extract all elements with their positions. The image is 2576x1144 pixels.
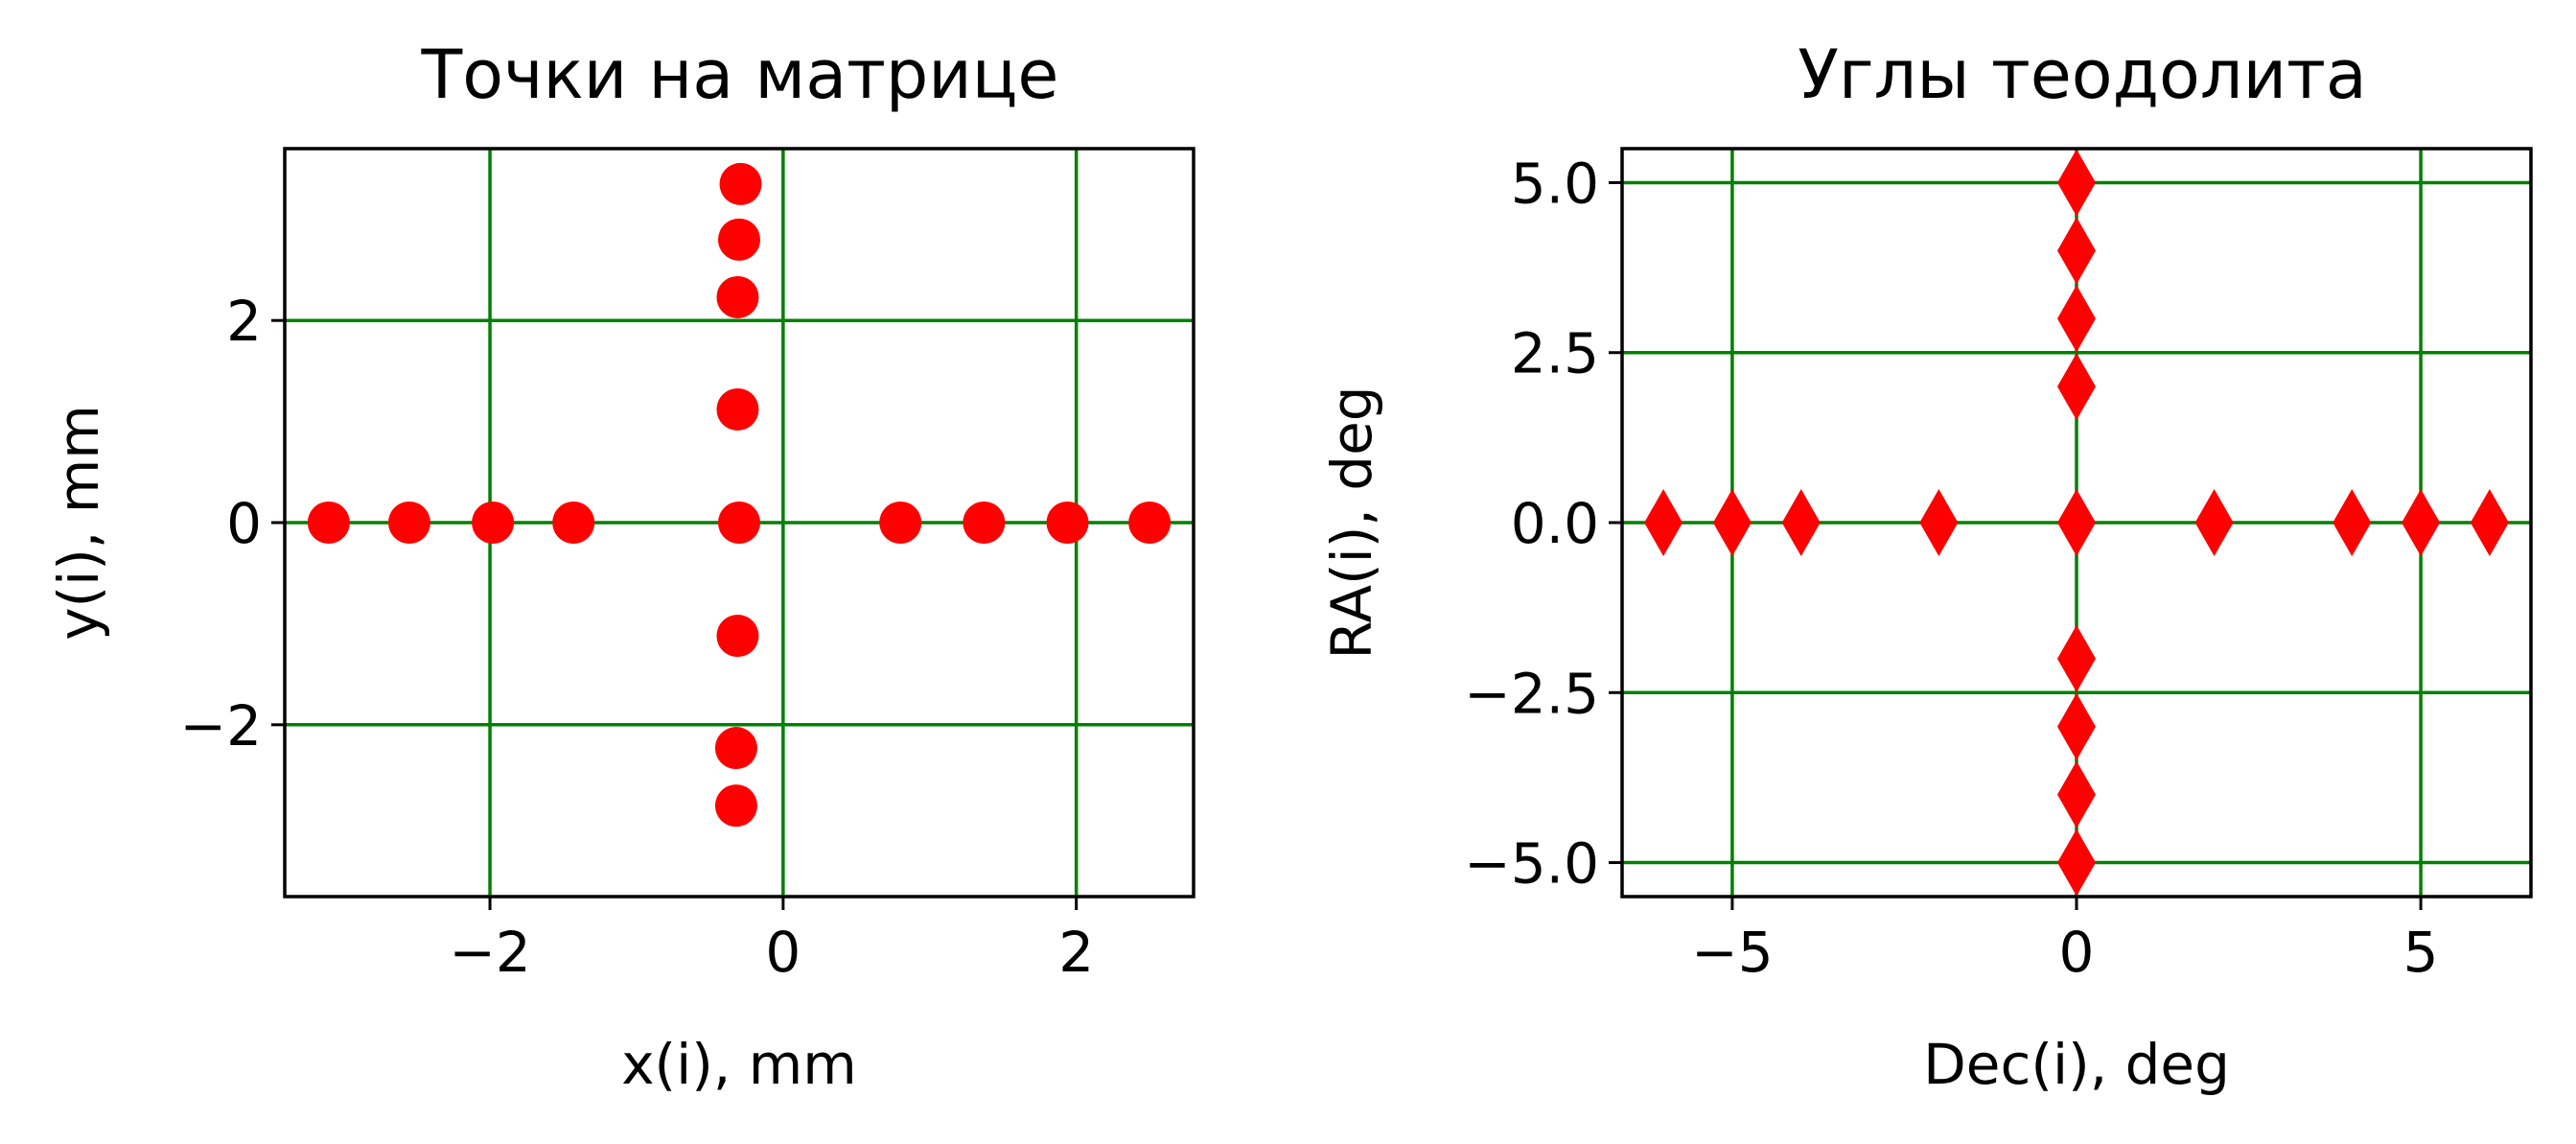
data-points bbox=[307, 162, 1172, 828]
data-point bbox=[714, 784, 757, 828]
data-point bbox=[879, 502, 922, 544]
y-tick-label: 0 bbox=[226, 491, 262, 556]
chart-theodolite-angles: Углы теодолита −5 0 5 −5.0 −2.5 0.0 2.5 5.0 Dec… bbox=[1319, 35, 2533, 1097]
data-point bbox=[2402, 489, 2441, 556]
y-axis-label: RA(i), deg bbox=[1319, 385, 1384, 659]
x-axis-label: Dec(i), deg bbox=[1923, 1032, 2230, 1097]
data-point bbox=[1046, 502, 1089, 544]
data-point bbox=[1712, 489, 1752, 556]
y-tick-label: 2.5 bbox=[1511, 321, 1599, 386]
data-point bbox=[718, 218, 760, 261]
data-point bbox=[1919, 489, 1959, 556]
axis-ticks: −2 0 2 −2 0 2 bbox=[180, 289, 1095, 985]
data-point bbox=[716, 387, 759, 431]
data-point bbox=[2332, 489, 2372, 556]
data-point bbox=[387, 502, 430, 544]
data-point bbox=[472, 502, 515, 544]
data-point bbox=[1644, 489, 1683, 556]
data-point bbox=[2057, 829, 2096, 897]
axis-ticks: −5 0 5 −5.0 −2.5 0.0 2.5 5.0 bbox=[1464, 151, 2438, 985]
data-point bbox=[716, 275, 759, 318]
data-point bbox=[552, 502, 595, 544]
data-point bbox=[1781, 489, 1821, 556]
data-point bbox=[2057, 760, 2096, 829]
data-point bbox=[2470, 489, 2509, 556]
data-point bbox=[2057, 489, 2096, 556]
y-tick-label: −5.0 bbox=[1464, 831, 1599, 897]
y-tick-label: −2.5 bbox=[1464, 661, 1599, 726]
data-point bbox=[307, 502, 350, 544]
data-point bbox=[2194, 489, 2234, 556]
data-point bbox=[718, 502, 760, 544]
data-point bbox=[716, 615, 759, 658]
y-tick-label: 2 bbox=[226, 289, 262, 354]
x-tick-label: −5 bbox=[1691, 920, 1774, 985]
chart-title: Углы теодолита bbox=[1798, 35, 2367, 114]
data-point bbox=[963, 502, 1006, 544]
chart-matrix-points: Точки на матрице −2 0 2 −2 0 2 x(i), mm y(i),… bbox=[46, 35, 1195, 1097]
data-point bbox=[1128, 502, 1172, 544]
y-axis-label: y(i), mm bbox=[46, 405, 111, 641]
data-point bbox=[2057, 692, 2096, 760]
data-point bbox=[2057, 624, 2096, 692]
data-point bbox=[714, 727, 757, 770]
data-point bbox=[2057, 353, 2096, 421]
x-tick-label: 2 bbox=[1058, 920, 1094, 985]
chart-title: Точки на матрице bbox=[421, 35, 1059, 114]
data-point bbox=[719, 162, 762, 205]
y-tick-label: −2 bbox=[180, 693, 263, 759]
x-tick-label: 0 bbox=[2059, 920, 2095, 985]
x-tick-label: −2 bbox=[449, 920, 531, 985]
y-tick-label: 0.0 bbox=[1511, 491, 1599, 556]
data-point bbox=[2057, 217, 2096, 285]
x-axis-label: x(i), mm bbox=[621, 1032, 857, 1097]
x-tick-label: 0 bbox=[765, 920, 801, 985]
data-point bbox=[2057, 285, 2096, 353]
data-point bbox=[2057, 149, 2096, 217]
y-tick-label: 5.0 bbox=[1511, 151, 1599, 216]
x-tick-label: 5 bbox=[2403, 920, 2439, 985]
data-points bbox=[1644, 149, 2509, 897]
